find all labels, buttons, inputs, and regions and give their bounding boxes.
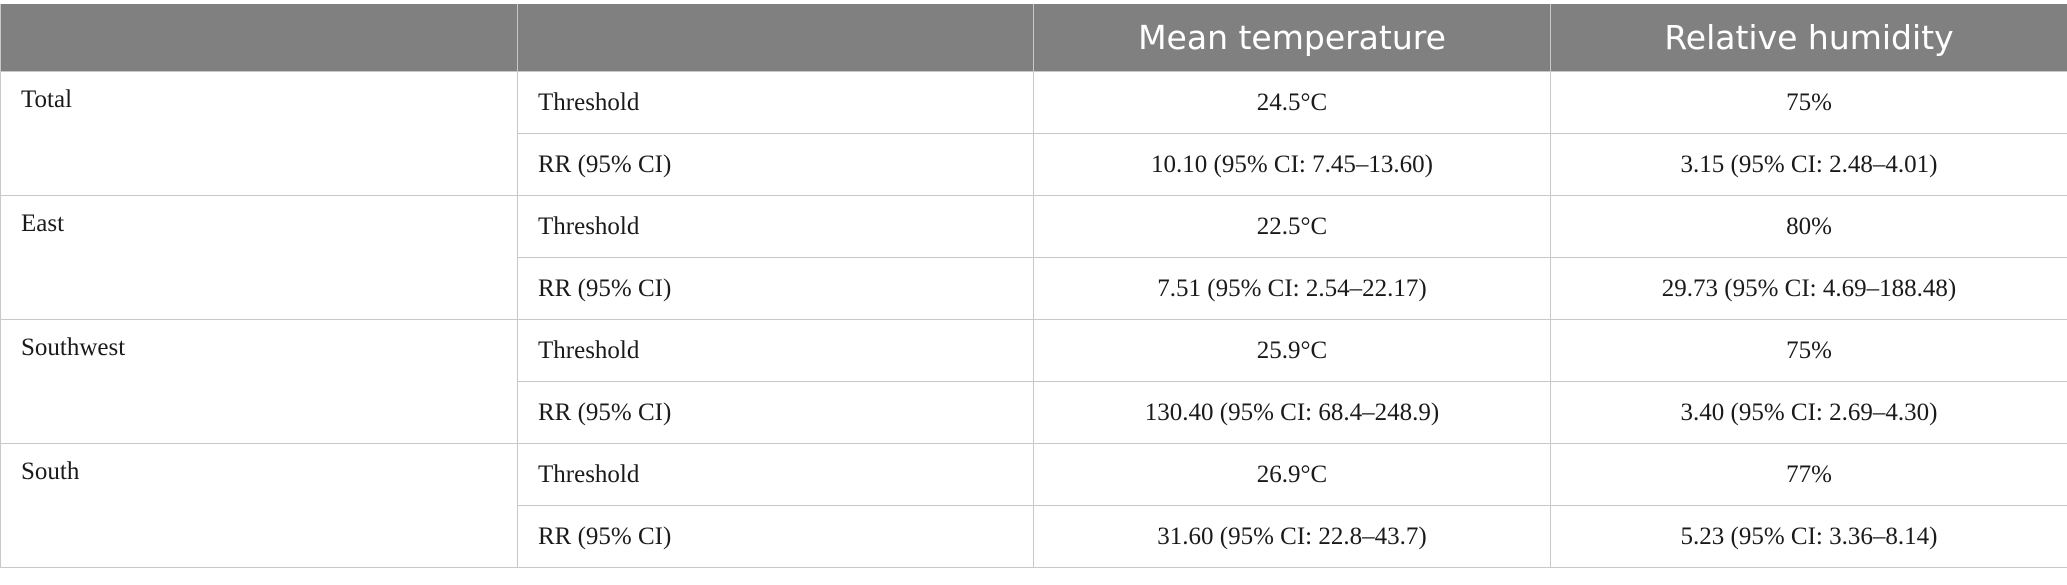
measure-cell: Threshold — [517, 443, 1034, 506]
region-cell: East — [0, 195, 518, 320]
relative-humidity-cell: 3.40 (95% CI: 2.69–4.30) — [1550, 381, 2067, 444]
relative-humidity-cell: 29.73 (95% CI: 4.69–188.48) — [1550, 257, 2067, 320]
measure-cell: RR (95% CI) — [517, 257, 1034, 320]
header-measure — [517, 4, 1034, 72]
data-table-container: Mean temperature Relative humidity Total… — [0, 4, 2067, 568]
header-row: Mean temperature Relative humidity — [0, 4, 2067, 72]
relative-humidity-cell: 77% — [1550, 443, 2067, 506]
measure-cell: RR (95% CI) — [517, 381, 1034, 444]
table-header: Mean temperature Relative humidity — [0, 4, 2067, 72]
results-table: Mean temperature Relative humidity Total… — [0, 4, 2067, 568]
mean-temperature-cell: 7.51 (95% CI: 2.54–22.17) — [1033, 257, 1551, 320]
mean-temperature-cell: 25.9°C — [1033, 319, 1551, 382]
relative-humidity-cell: 75% — [1550, 319, 2067, 382]
header-relative-humidity: Relative humidity — [1550, 4, 2067, 72]
measure-cell: Threshold — [517, 195, 1034, 258]
table-row: East Threshold 22.5°C 80% — [0, 195, 2067, 320]
mean-temperature-cell: 130.40 (95% CI: 68.4–248.9) — [1033, 381, 1551, 444]
region-cell: South — [0, 443, 518, 568]
measure-cell: RR (95% CI) — [517, 133, 1034, 196]
region-cell: Total — [0, 71, 518, 196]
mean-temperature-cell: 31.60 (95% CI: 22.8–43.7) — [1033, 505, 1551, 568]
table-row: Total Threshold 24.5°C 75% — [0, 71, 2067, 196]
mean-temperature-cell: 22.5°C — [1033, 195, 1551, 258]
measure-cell: Threshold — [517, 71, 1034, 134]
region-cell: Southwest — [0, 319, 518, 444]
table-row: RR (95% CI) 10.10 (95% CI: 7.45–13.60) 3… — [1, 133, 2067, 196]
relative-humidity-cell: 80% — [1550, 195, 2067, 258]
table-row: RR (95% CI) 31.60 (95% CI: 22.8–43.7) 5.… — [1, 505, 2067, 568]
relative-humidity-cell: 5.23 (95% CI: 3.36–8.14) — [1550, 505, 2067, 568]
table-row: Southwest Threshold 25.9°C 75% — [0, 319, 2067, 444]
relative-humidity-cell: 75% — [1550, 71, 2067, 134]
mean-temperature-cell: 26.9°C — [1033, 443, 1551, 506]
mean-temperature-cell: 24.5°C — [1033, 71, 1551, 134]
measure-cell: RR (95% CI) — [517, 505, 1034, 568]
header-mean-temperature: Mean temperature — [1033, 4, 1551, 72]
mean-temperature-cell: 10.10 (95% CI: 7.45–13.60) — [1033, 133, 1551, 196]
table-body: Total Threshold 24.5°C 75% RR (95% CI) 1… — [0, 71, 2067, 568]
header-region — [0, 4, 518, 72]
table-row: South Threshold 26.9°C 77% — [0, 443, 2067, 568]
measure-cell: Threshold — [517, 319, 1034, 382]
relative-humidity-cell: 3.15 (95% CI: 2.48–4.01) — [1550, 133, 2067, 196]
